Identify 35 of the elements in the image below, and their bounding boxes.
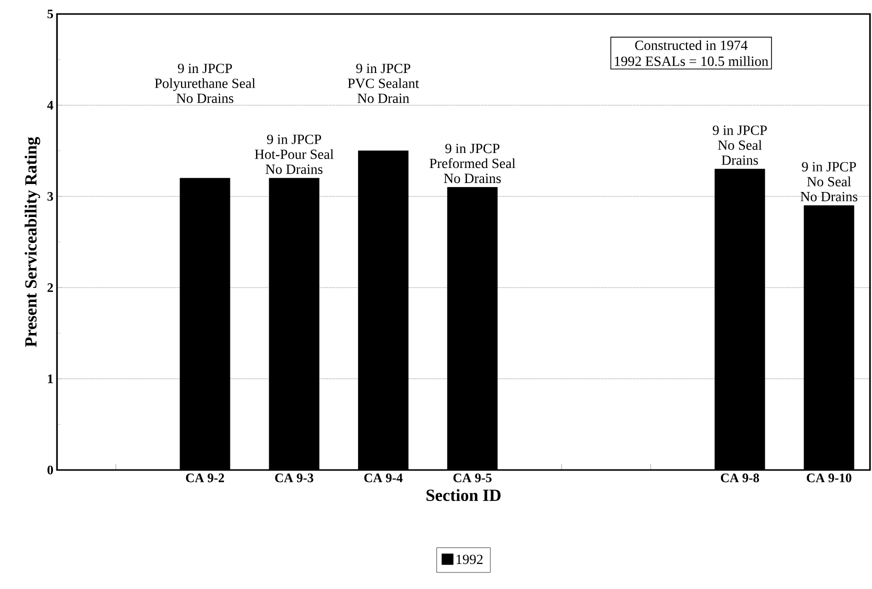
annotation: Polyurethane Seal bbox=[154, 78, 256, 91]
annotation: No Drains bbox=[800, 192, 858, 202]
x-tick-label: CA 9-4 bbox=[364, 474, 403, 482]
x-tick-label: CA 9-5 bbox=[453, 474, 492, 482]
x-tick-label: CA 9-10 bbox=[806, 474, 852, 482]
annotation: No Seal bbox=[807, 176, 851, 186]
y-tick-label: 1 bbox=[48, 374, 53, 384]
x-tick-label: CA 9-8 bbox=[720, 474, 760, 482]
y-tick-label: 4 bbox=[47, 100, 54, 110]
legend-label: 1992 bbox=[456, 554, 483, 564]
y-axis-title: Present Serviceability Rating bbox=[24, 136, 40, 347]
annotation: 9 in JPCP bbox=[445, 144, 500, 154]
annotation: Constructed in 1974 bbox=[635, 40, 748, 50]
annotation: No Drains bbox=[176, 94, 234, 104]
y-tick-label: 2 bbox=[48, 283, 53, 292]
y-tick-label: 5 bbox=[48, 10, 54, 18]
x-tick-label: CA 9-2 bbox=[186, 474, 224, 482]
annotation: No Drains bbox=[266, 164, 322, 174]
annotation: Drains bbox=[722, 155, 758, 165]
annotation: 9 in JPCP bbox=[712, 126, 767, 135]
annotation: 9 in JPCP bbox=[178, 64, 232, 74]
annotation: 9 in JPCP bbox=[356, 64, 410, 74]
annotation: Preformed Seal bbox=[430, 158, 516, 168]
annotation: No Drains bbox=[444, 174, 501, 184]
annotation: Hot-Pour Seal bbox=[254, 149, 334, 160]
x-tick-label: CA 9-3 bbox=[275, 474, 314, 482]
y-tick-label: 3 bbox=[47, 192, 54, 201]
y-tick-label: 0 bbox=[48, 466, 53, 474]
annotation: PVC Sealant bbox=[348, 78, 420, 88]
annotation: 9 in JPCP bbox=[802, 162, 856, 172]
annotation: No Seal bbox=[718, 140, 762, 150]
annotation: 1992 ESALs = 10.5 million bbox=[615, 56, 768, 66]
x-axis-title: Section ID bbox=[426, 489, 501, 502]
annotation: No Drain bbox=[358, 94, 410, 104]
annotation: 9 in JPCP bbox=[267, 134, 322, 144]
